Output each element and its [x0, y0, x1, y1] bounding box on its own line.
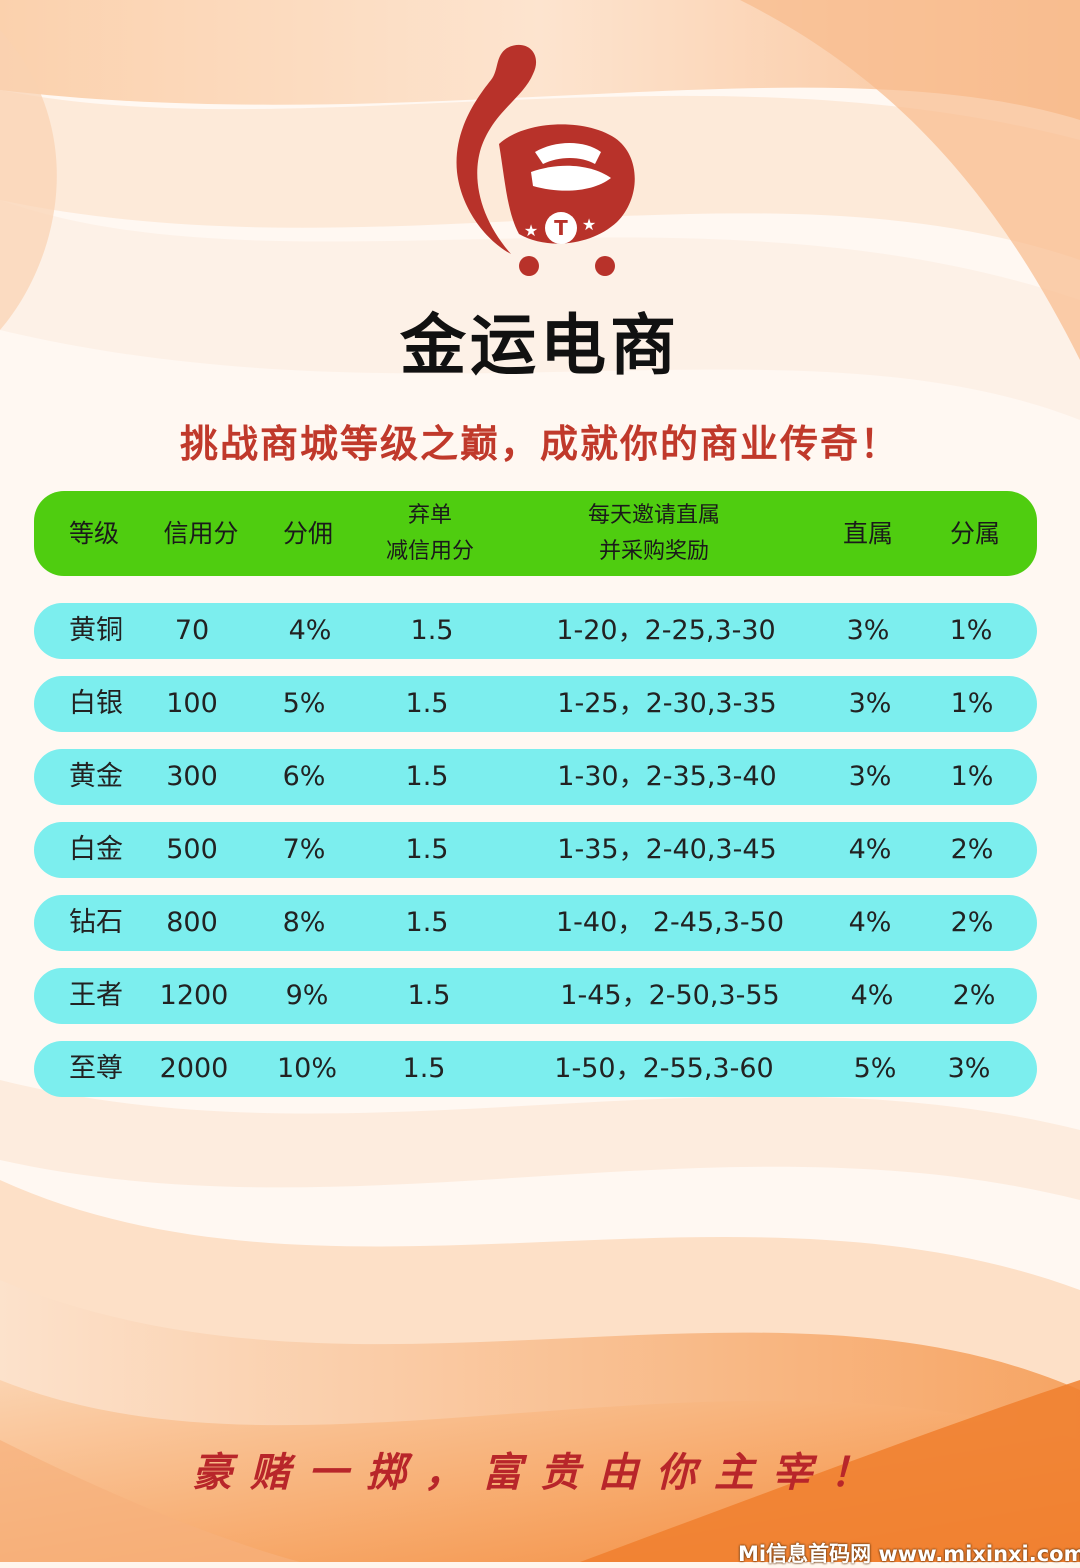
- table-row: 王者 1200 9% 1.5 1-45，2-50,3-55 4% 2%: [34, 968, 1037, 1024]
- table-row: 至尊 2000 10% 1.5 1-50，2-55,3-60 5% 3%: [34, 1041, 1037, 1097]
- header-abandon-line1: 弃单: [407, 502, 453, 528]
- header-sub: 分属: [949, 518, 1001, 548]
- header-abandon: 弃单 减信用分: [386, 491, 474, 576]
- cell-abandon: 1.5: [402, 1053, 446, 1084]
- cell-commission: 10%: [276, 1053, 338, 1084]
- table-row: 黄金 300 6% 1.5 1-30，2-35,3-40 3% 1%: [34, 749, 1037, 805]
- cell-commission: 4%: [288, 615, 332, 646]
- cell-commission: 5%: [282, 688, 326, 719]
- svg-text:★: ★: [524, 221, 538, 240]
- cell-direct: 4%: [848, 907, 892, 938]
- cell-direct: 4%: [850, 980, 894, 1011]
- cell-sub: 1%: [950, 688, 994, 719]
- cell-level: 钻石: [69, 907, 123, 938]
- header-level: 等级: [68, 518, 120, 548]
- cell-credit: 100: [166, 688, 218, 719]
- cell-commission: 6%: [282, 761, 326, 792]
- cell-level: 至尊: [69, 1053, 123, 1084]
- cell-direct: 3%: [846, 615, 890, 646]
- svg-text:★: ★: [582, 215, 596, 234]
- cell-sub: 2%: [950, 907, 994, 938]
- cell-sub: 2%: [950, 834, 994, 865]
- cell-direct: 3%: [848, 688, 892, 719]
- cell-sub: 2%: [952, 980, 996, 1011]
- cell-invite: 1-45，2-50,3-55: [560, 980, 780, 1011]
- header-invite-line2: 并采购奖励: [598, 538, 710, 564]
- cell-level: 黄铜: [69, 615, 123, 646]
- cell-level: 黄金: [69, 761, 123, 792]
- cell-abandon: 1.5: [405, 688, 449, 719]
- cell-abandon: 1.5: [405, 834, 449, 865]
- cell-direct: 3%: [848, 761, 892, 792]
- cell-abandon: 1.5: [410, 615, 454, 646]
- cell-level: 白金: [69, 834, 123, 865]
- cell-invite: 1-50，2-55,3-60: [554, 1053, 774, 1084]
- motto: 豪赌一掷，富贵由你主宰！: [192, 1449, 888, 1496]
- header-invite: 每天邀请直属 并采购奖励: [588, 491, 720, 576]
- table-row: 黄铜 70 4% 1.5 1-20，2-25,3-30 3% 1%: [34, 603, 1037, 659]
- cell-credit: 500: [166, 834, 218, 865]
- brand-logo: T ★ ★: [456, 44, 635, 276]
- cell-commission: 8%: [282, 907, 326, 938]
- cell-abandon: 1.5: [407, 980, 451, 1011]
- cell-invite: 1-40， 2-45,3-50: [556, 907, 784, 938]
- header-direct: 直属: [842, 518, 894, 548]
- svg-text:T: T: [554, 216, 568, 240]
- table-row: 白银 100 5% 1.5 1-25，2-30,3-35 3% 1%: [34, 676, 1037, 732]
- brand-title: 金运电商: [400, 307, 680, 384]
- header-commission: 分佣: [282, 518, 334, 548]
- cell-invite: 1-25，2-30,3-35: [557, 688, 777, 719]
- watermark: Mi信息首码网 www.mixinxi.com: [738, 1542, 1080, 1566]
- header-credit: 信用分: [163, 518, 239, 548]
- header-abandon-line2: 减信用分: [385, 538, 475, 564]
- cell-commission: 7%: [282, 834, 326, 865]
- cell-credit: 2000: [159, 1053, 229, 1084]
- cell-credit: 800: [166, 907, 218, 938]
- cell-invite: 1-20，2-25,3-30: [556, 615, 776, 646]
- cell-level: 白银: [69, 688, 123, 719]
- cell-direct: 5%: [853, 1053, 897, 1084]
- cell-commission: 9%: [285, 980, 329, 1011]
- cell-sub: 1%: [949, 615, 993, 646]
- cell-invite: 1-30，2-35,3-40: [557, 761, 777, 792]
- cell-sub: 1%: [950, 761, 994, 792]
- cell-invite: 1-35，2-40,3-45: [557, 834, 777, 865]
- table-row: 白金 500 7% 1.5 1-35，2-40,3-45 4% 2%: [34, 822, 1037, 878]
- cell-sub: 3%: [947, 1053, 991, 1084]
- cell-credit: 300: [166, 761, 218, 792]
- cell-level: 王者: [69, 980, 123, 1011]
- cell-abandon: 1.5: [405, 761, 449, 792]
- table-header: 等级 信用分 分佣 弃单 减信用分 每天邀请直属 并采购奖励 直属 分属: [34, 491, 1037, 576]
- cell-direct: 4%: [848, 834, 892, 865]
- cell-credit: 1200: [159, 980, 229, 1011]
- header-invite-line1: 每天邀请直属: [587, 502, 721, 528]
- slogan: 挑战商城等级之巅，成就你的商业传奇！: [179, 422, 900, 466]
- table-row: 钻石 800 8% 1.5 1-40， 2-45,3-50 4% 2%: [34, 895, 1037, 951]
- cell-abandon: 1.5: [405, 907, 449, 938]
- cell-credit: 70: [174, 615, 210, 646]
